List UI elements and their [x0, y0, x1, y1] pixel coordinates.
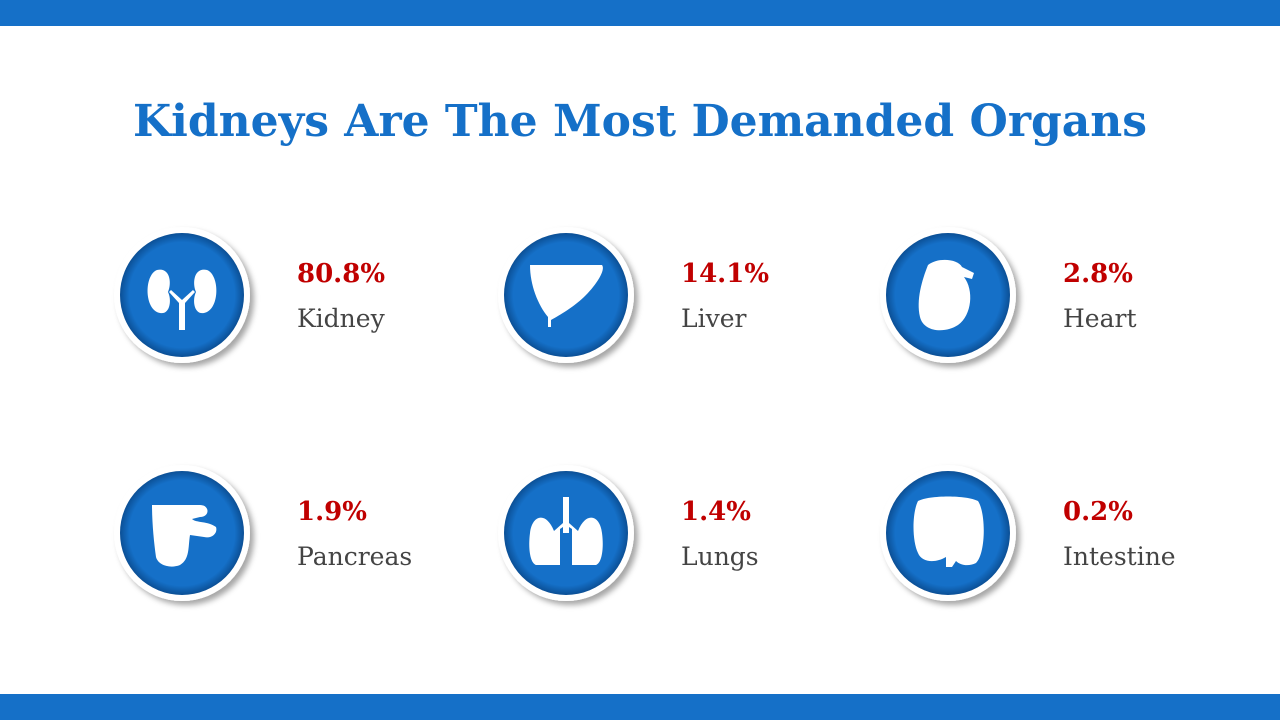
item-label: Heart	[1063, 304, 1137, 333]
organ-icon	[913, 496, 984, 567]
item-label: Pancreas	[297, 542, 412, 571]
bottom-bar	[0, 694, 1280, 720]
organ-icon	[530, 265, 603, 327]
item-label: Kidney	[297, 304, 386, 333]
organ-icon	[918, 259, 974, 331]
organ-icon	[147, 269, 217, 330]
item: 14.1% Liver	[498, 227, 769, 363]
organ-icon	[529, 497, 603, 565]
item-value: 1.4%	[681, 497, 751, 527]
item-value: 14.1%	[681, 259, 769, 289]
top-bar	[0, 0, 1280, 26]
item-label: Liver	[681, 304, 747, 333]
icon-disc	[120, 233, 244, 357]
item-value: 2.8%	[1063, 259, 1133, 289]
item: 1.9% Pancreas	[114, 465, 412, 601]
title: Kidneys Are The Most Demanded Organs	[133, 96, 1147, 147]
item: 0.2% Intestine	[880, 465, 1176, 601]
item-value: 80.8%	[297, 259, 385, 289]
item: 80.8% Kidney	[114, 227, 386, 363]
item-label: Lungs	[681, 542, 759, 571]
item: 2.8% Heart	[880, 227, 1137, 363]
item-label: Intestine	[1063, 542, 1176, 571]
items: 80.8% Kidney 14.1% Liver 2.8% Heart 1.9% Pancre…	[114, 227, 1176, 601]
item-value: 1.9%	[297, 497, 367, 527]
organ-icon	[152, 505, 217, 567]
item-value: 0.2%	[1063, 497, 1133, 527]
item: 1.4% Lungs	[498, 465, 759, 601]
